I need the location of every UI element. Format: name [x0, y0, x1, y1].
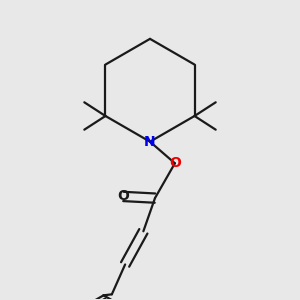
- Text: O: O: [169, 156, 181, 170]
- Text: N: N: [144, 135, 156, 149]
- Text: O: O: [118, 190, 129, 203]
